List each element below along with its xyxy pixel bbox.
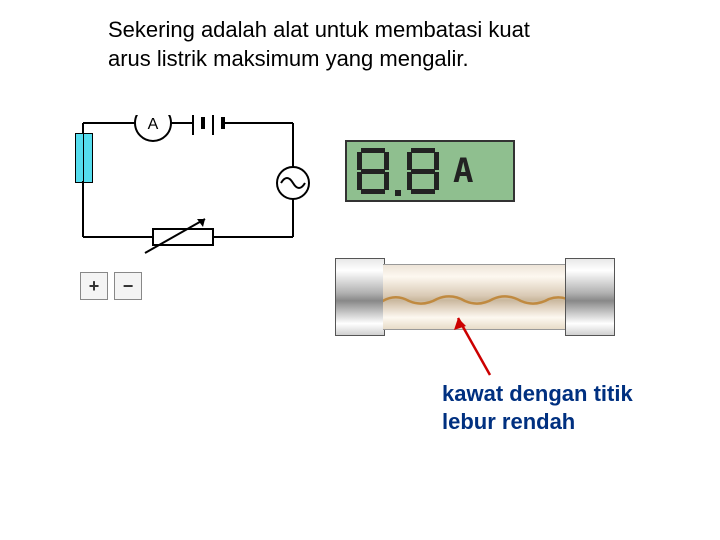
circuit-diagram: A <box>75 115 315 265</box>
lcd-digit-0 <box>357 148 389 194</box>
annotation-line2: lebur rendah <box>442 409 575 434</box>
lcd-decimal-point <box>395 190 401 196</box>
decrease-button[interactable]: − <box>114 272 142 300</box>
fuse-illustration <box>335 250 615 350</box>
annotation-label: kawat dengan titik lebur rendah <box>442 380 633 435</box>
ammeter-lcd-display: A <box>345 140 515 202</box>
ammeter-label: A <box>148 116 159 133</box>
circuit-schematic-icon: A <box>75 115 315 265</box>
page-title: Sekering adalah alat untuk membatasi kua… <box>108 16 578 73</box>
fuse-cap-left-icon <box>335 258 385 336</box>
fuse-glass-body-icon <box>383 264 567 330</box>
lcd-digit-1 <box>407 148 439 194</box>
fuse-cap-right-icon <box>565 258 615 336</box>
button-row: + − <box>80 272 142 300</box>
annotation-line1: kawat dengan titik <box>442 381 633 406</box>
fuse-wire-icon <box>383 293 567 307</box>
lcd-unit-label: A <box>453 151 473 191</box>
increase-button[interactable]: + <box>80 272 108 300</box>
